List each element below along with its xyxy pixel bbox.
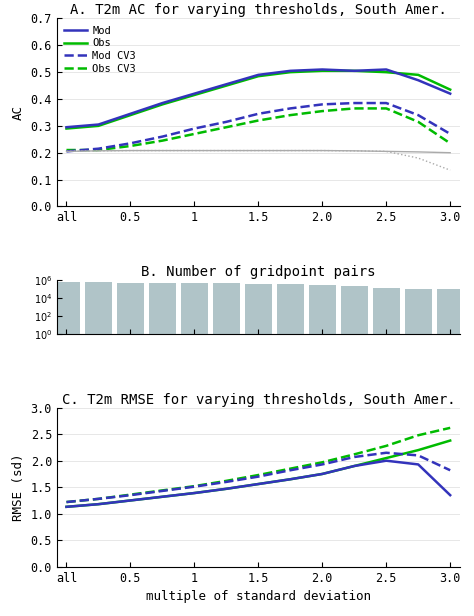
Bar [277,284,304,616]
Bar [149,283,176,616]
Bar [373,288,400,616]
Title: A. T2m AC for varying thresholds, South Amer.: A. T2m AC for varying thresholds, South … [70,3,447,17]
Y-axis label: RMSE (sd): RMSE (sd) [12,453,25,521]
Bar [181,283,208,616]
Y-axis label: AC: AC [12,105,25,120]
Bar [117,283,144,616]
Bar [309,285,336,616]
X-axis label: multiple of standard deviation: multiple of standard deviation [146,590,371,603]
Bar [405,289,432,616]
Bar [437,290,464,616]
Bar [245,283,272,616]
Bar [341,286,368,616]
Bar [85,282,112,616]
Bar [53,282,80,616]
Bar [213,283,240,616]
Legend: Mod, Obs, Mod CV3, Obs CV3: Mod, Obs, Mod CV3, Obs CV3 [62,23,138,76]
Title: B. Number of gridpoint pairs: B. Number of gridpoint pairs [141,265,375,279]
Title: C. T2m RMSE for varying thresholds, South Amer.: C. T2m RMSE for varying thresholds, Sout… [62,392,455,407]
